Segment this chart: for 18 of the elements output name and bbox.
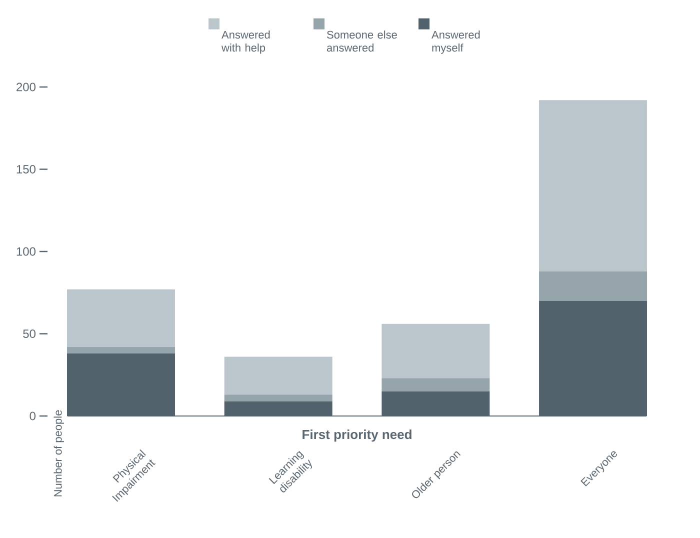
legend-label: Answered myself — [432, 30, 480, 54]
legend-label: Someone else answered — [326, 30, 397, 52]
y-tick-label: 150 — [16, 165, 36, 174]
bar — [224, 394, 332, 402]
y-tick-label: 200 — [16, 82, 36, 92]
y-tick-label: 0 — [30, 412, 36, 420]
legend-label: Answered with help — [221, 30, 270, 54]
bar — [539, 271, 648, 301]
y-axis-title: Number of people — [54, 410, 64, 496]
bar — [67, 289, 176, 347]
y-tick-label: 50 — [23, 330, 36, 338]
bar — [224, 356, 332, 395]
bar — [382, 324, 490, 378]
bar — [539, 100, 648, 272]
bar — [67, 346, 176, 354]
y-tick-label: 100 — [16, 247, 36, 256]
x-axis-title: First priority need — [302, 430, 412, 442]
bar — [382, 378, 490, 392]
